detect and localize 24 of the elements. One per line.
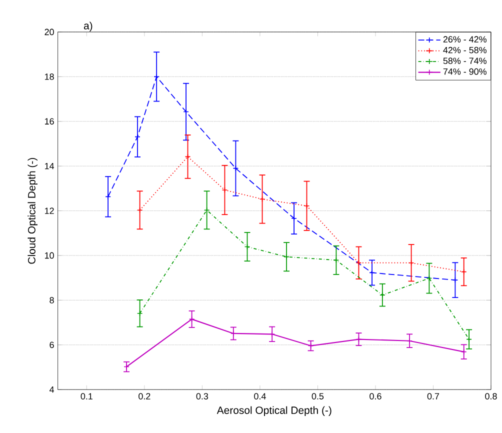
x-tick-label: 0.6 [370,393,382,400]
legend-label: 58% - 74% [443,58,486,64]
y-tick-label: 10 [45,252,54,259]
y-tick-label: 20 [44,28,54,36]
text: a) [84,22,92,32]
y-tick-label: 12 [45,208,54,214]
legend-label: 26% - 42% [443,36,486,43]
y-tick-label: 16 [45,118,54,125]
x-tick-label: 0.3 [196,393,208,400]
x-axis-title: Aerosol Optical Depth (-) [216,406,332,416]
x-tick-label: 0.5 [312,393,324,400]
x-tick-label: 0.7 [427,393,440,400]
x-tick-label: 0.8 [485,393,497,400]
y-tick-label: 14 [45,162,54,170]
y-tick-label: 6 [50,342,54,348]
x-tick-label: 0.2 [138,393,150,400]
y-tick-label: 4 [50,386,54,393]
x-tick-label: 0.4 [254,393,266,400]
y-axis-title: Cloud Optical Depth (-) [28,158,38,264]
y-tick-label: 18 [45,74,54,80]
x-tick-label: 0.1 [80,393,92,400]
y-tick-label: 8 [50,297,54,304]
legend-label: 74% - 90% [443,68,486,75]
legend-label: 42% - 58% [443,46,486,54]
